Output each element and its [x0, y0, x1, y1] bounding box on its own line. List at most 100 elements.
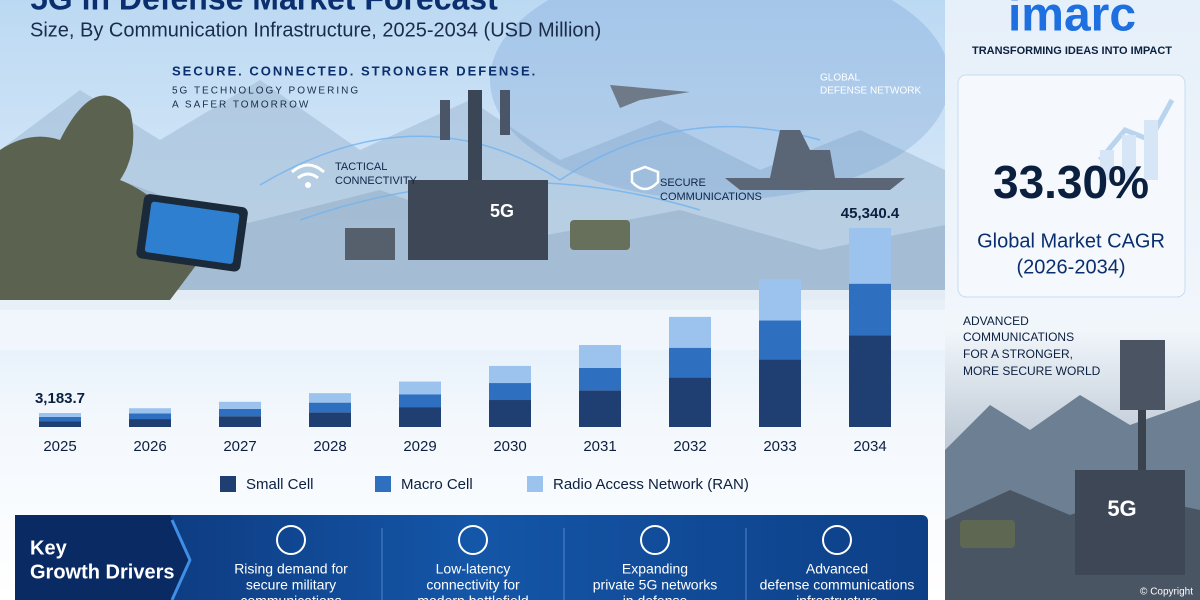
bar-segment [309, 393, 351, 403]
shelter-small [345, 228, 395, 260]
copyright: © Copyright [1140, 587, 1193, 598]
bar-segment [39, 416, 81, 422]
side-text: MORE SECURE WORLD [963, 364, 1101, 378]
driver-text: Low-latency [436, 561, 511, 577]
driver-icon [822, 525, 852, 555]
x-tick-label: 2032 [673, 438, 706, 455]
side-mast [1138, 410, 1146, 480]
slogan: TRANSFORMING IDEAS INTO IMPACT [972, 45, 1172, 57]
scene-label: CONNECTIVITY [335, 175, 418, 187]
tablet-screen [144, 201, 240, 264]
bar-segment [39, 421, 81, 427]
legend-swatch [220, 476, 236, 492]
bar-segment [399, 381, 441, 395]
bar-segment [129, 419, 171, 427]
legend-swatch [527, 476, 543, 492]
antenna [440, 100, 450, 140]
bar-segment [579, 367, 621, 391]
bar-segment [759, 320, 801, 360]
subtitle: Size, By Communication Infrastructure, 2… [30, 19, 601, 41]
side-shelter-label: 5G [1107, 496, 1136, 521]
bar-segment [849, 228, 891, 284]
cagr-label: (2026-2034) [1017, 256, 1126, 278]
total-label: 3,183.7 [35, 390, 85, 407]
driver-text: Expanding [622, 561, 688, 577]
bar-segment [309, 412, 351, 427]
bar-segment [399, 407, 441, 427]
side-radar [1120, 340, 1165, 410]
growth-arrow [1098, 98, 1175, 162]
bar-chart: 2025 2026 2027 2028 2029 2030 2031 2032 2033 2034… [35, 205, 900, 493]
total-label: 45,340.4 [841, 205, 900, 222]
logo: imarc [1008, 0, 1136, 42]
drivers-heading-bg [15, 515, 192, 600]
bar-segment [309, 402, 351, 413]
subtag: A SAFER TOMORROW [172, 100, 310, 111]
x-tick-label: 2029 [403, 438, 436, 455]
scene-label: DEFENSE NETWORK [820, 86, 921, 97]
shield-icon [630, 165, 660, 191]
driver-icon [458, 525, 488, 555]
x-tick-label: 2031 [583, 438, 616, 455]
antenna [500, 90, 510, 135]
side-text: COMMUNICATIONS [963, 330, 1074, 344]
bar-segment [399, 394, 441, 408]
bar-segment [219, 416, 261, 427]
bar-segment [849, 335, 891, 427]
drivers-band [15, 515, 928, 600]
scene-label: SECURE [660, 177, 706, 189]
bar-segment [669, 377, 711, 427]
tagline: SECURE. CONNECTED. STRONGER DEFENSE. [172, 63, 537, 78]
scene-label: TACTICAL [335, 161, 387, 173]
bar-segment [129, 413, 171, 420]
legend-label: Radio Access Network (RAN) [553, 476, 749, 493]
driver-text: Advanced [806, 561, 868, 577]
growth-bar [1100, 150, 1114, 180]
title: 5G in Defense Market Forecast [30, 0, 498, 16]
legend-label: Macro Cell [401, 476, 473, 493]
driver-text: defense communications [760, 577, 915, 593]
vehicle [570, 220, 630, 250]
driver-text: modern battlefield [417, 593, 528, 600]
side-text: ADVANCED [963, 314, 1029, 328]
bar-segment [759, 279, 801, 321]
bar-segment [39, 413, 81, 417]
driver-text: Rising demand for [234, 561, 348, 577]
driver-text: private 5G networks [593, 577, 718, 593]
drivers-heading: Key [30, 537, 68, 559]
side-text: FOR A STRONGER, [963, 347, 1073, 361]
chevron [170, 519, 192, 600]
x-tick-label: 2026 [133, 438, 166, 455]
driver-text: in defense [623, 593, 688, 600]
shelter [408, 180, 548, 260]
jet [610, 85, 690, 108]
driver-text: communications [240, 593, 341, 600]
x-tick-label: 2028 [313, 438, 346, 455]
bar-segment [489, 400, 531, 427]
bar-segment [489, 383, 531, 401]
driver-text: infrastructure [796, 593, 878, 600]
driver-icon [640, 525, 670, 555]
ship [725, 130, 905, 190]
x-tick-label: 2027 [223, 438, 256, 455]
drivers-heading: Growth Drivers [30, 561, 174, 583]
scene-label: COMMUNICATIONS [660, 191, 762, 203]
shelter-label: 5G [490, 201, 514, 221]
bar-segment [129, 408, 171, 414]
bar-segment [669, 316, 711, 348]
wifi-icon [291, 163, 325, 180]
side-shelter [1075, 470, 1185, 575]
side-vehicle [960, 520, 1015, 548]
x-tick-label: 2025 [43, 438, 76, 455]
growth-bar [1122, 135, 1136, 180]
bar-segment [219, 408, 261, 417]
network-arc [259, 125, 821, 186]
globe [490, 0, 950, 200]
x-tick-label: 2033 [763, 438, 796, 455]
driver-icon [276, 525, 306, 555]
growth-bar [1144, 120, 1158, 180]
bar-segment [489, 365, 531, 384]
legend-label: Small Cell [246, 476, 314, 493]
